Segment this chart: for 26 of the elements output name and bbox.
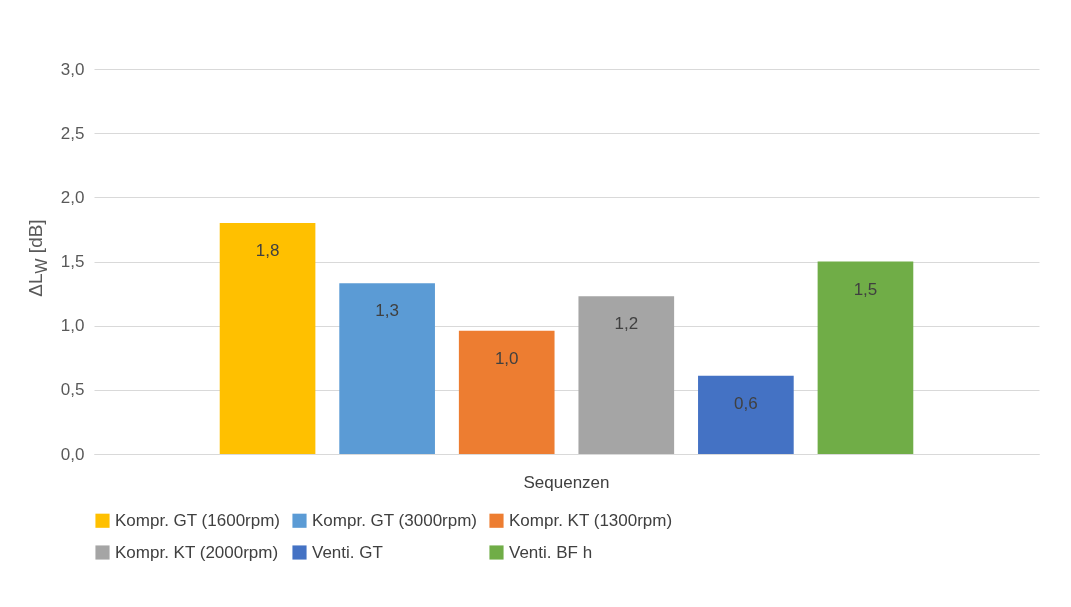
bar	[698, 375, 794, 454]
y-tick-label: 0,5	[60, 380, 85, 400]
legend-label: Kompr. GT (1600rpm)	[115, 510, 281, 530]
legend-label: Venti. BF h	[509, 542, 593, 562]
bar	[578, 296, 675, 454]
bar	[219, 223, 316, 454]
data-label: 1,5	[853, 279, 878, 299]
data-label: 0,6	[734, 393, 758, 413]
bar	[339, 283, 435, 454]
bar	[458, 330, 555, 454]
data-label: 1,8	[255, 241, 280, 260]
legend-label: Venti. GT	[312, 542, 383, 562]
legend-label: Kompr. KT (1300rpm)	[509, 510, 673, 530]
data-label: 1,3	[375, 301, 399, 321]
data-label: 1,2	[614, 314, 639, 334]
legend-label: Kompr. GT (3000rpm)	[312, 510, 478, 530]
legend-label: Kompr. KT (2000rpm)	[115, 542, 279, 562]
y-tick-label: 1,0	[60, 316, 85, 336]
bar	[817, 261, 914, 454]
data-label: 1,0	[494, 348, 519, 368]
y-tick-label: 1,5	[60, 252, 85, 271]
x-tick-label: Sequenzen	[523, 472, 610, 492]
y-tick-label: 2,0	[60, 187, 85, 207]
y-tick-label: 2,5	[60, 123, 85, 143]
y-tick-label: 3,0	[60, 59, 85, 79]
y-tick-label: 0,0	[60, 444, 85, 464]
